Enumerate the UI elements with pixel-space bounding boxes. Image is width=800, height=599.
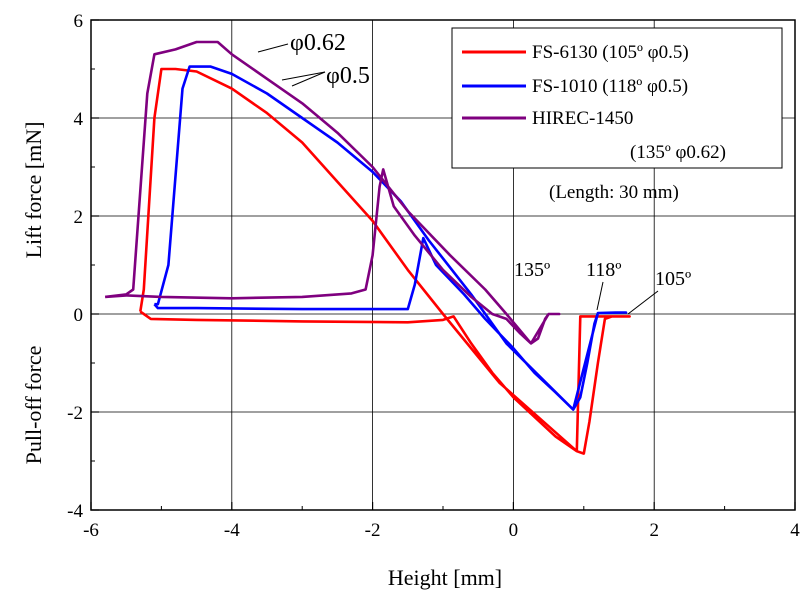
leader-phi05-b — [291, 71, 326, 87]
series-layer — [104, 40, 631, 455]
legend-label-hirec1450-detail: (135º φ0.62) — [630, 142, 726, 163]
y-tick-label: -4 — [67, 501, 83, 522]
y-axis-title-lift: Lift force [mN] — [21, 122, 46, 259]
legend-label-hirec1450: HIREC-1450 — [532, 108, 633, 129]
series-line-hirec1450 — [104, 40, 561, 345]
legend-label-fs6130: FS-6130 (105º φ0.5) — [532, 42, 689, 63]
series-line-fs6130 — [139, 67, 631, 455]
x-tick-label: 0 — [509, 520, 519, 541]
axis-ticks — [90, 19, 796, 511]
leader-phi05-a — [281, 71, 326, 81]
leader-118deg — [596, 281, 604, 311]
annotations: φ0.62 φ0.5 135º 118º 105º — [257, 30, 691, 315]
annotation-phi05: φ0.5 — [326, 63, 370, 89]
x-tick-label: -6 — [83, 520, 99, 541]
series-line-fs1010 — [153, 65, 628, 411]
x-tick-label: 2 — [649, 520, 659, 541]
x-tick-label: 4 — [790, 520, 800, 541]
legend-label-fs1010: FS-1010 (118º φ0.5) — [532, 76, 688, 97]
annotation-135deg: 135º — [514, 259, 550, 281]
y-axis-title-pulloff: Pull-off force — [21, 346, 46, 465]
y-tick-label: 6 — [74, 11, 84, 32]
y-tick-label: 2 — [74, 207, 84, 228]
annotation-phi062: φ0.62 — [290, 30, 346, 56]
leader-phi062 — [257, 43, 289, 53]
x-axis-title: Height [mm] — [388, 565, 502, 590]
legend-note: (Length: 30 mm) — [549, 182, 679, 203]
x-tick-label: -4 — [224, 520, 240, 541]
legend: FS-6130 (105º φ0.5) FS-1010 (118º φ0.5) … — [451, 27, 783, 169]
y-tick-label: -2 — [67, 403, 83, 424]
annotation-118deg: 118º — [586, 259, 621, 281]
annotation-105deg: 105º — [655, 268, 691, 290]
y-tick-label: 4 — [74, 109, 84, 130]
x-tick-label: -2 — [365, 520, 381, 541]
leader-105deg — [627, 290, 659, 315]
y-tick-label: 0 — [74, 305, 84, 326]
